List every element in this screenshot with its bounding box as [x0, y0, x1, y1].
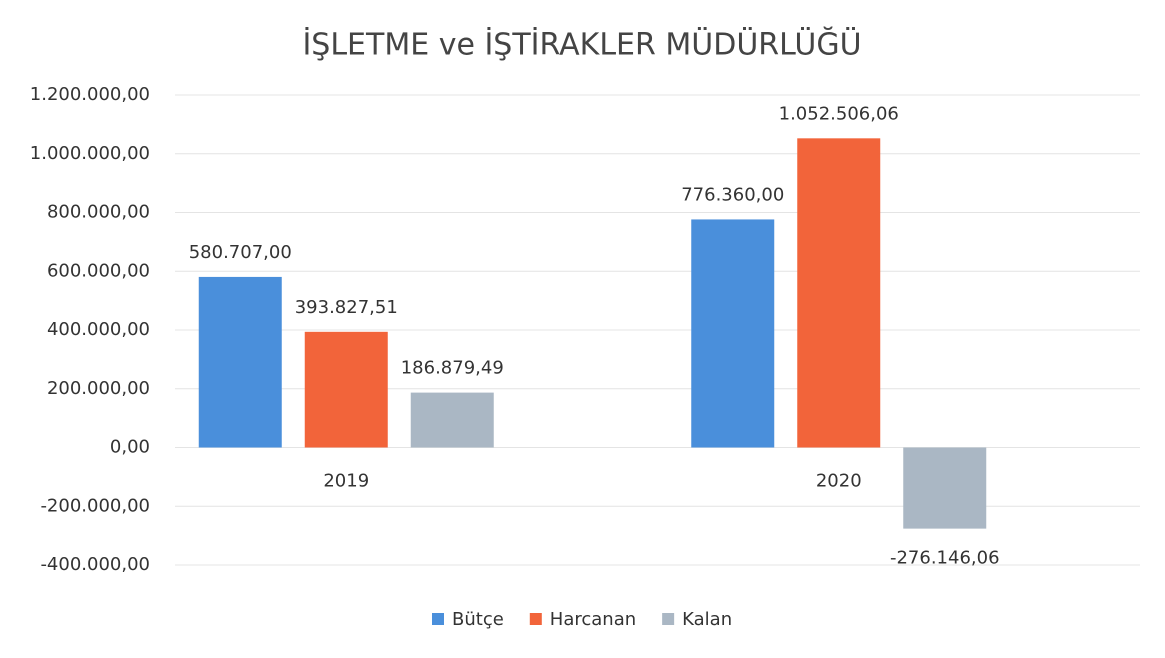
data-label: 393.827,51	[295, 297, 398, 318]
legend-swatch	[529, 613, 542, 625]
bar	[903, 447, 987, 529]
y-tick-label: 600.000,00	[47, 260, 150, 281]
x-tick-label: 2020	[816, 471, 862, 492]
chart-title: İŞLETME ve İŞTİRAKLER MÜDÜRLÜĞÜ	[302, 26, 861, 63]
y-tick-label: 200.000,00	[47, 378, 150, 399]
data-label: 580.707,00	[189, 242, 292, 263]
y-tick-label: 400.000,00	[47, 319, 150, 340]
legend-label: Kalan	[682, 609, 732, 630]
data-label: 186.879,49	[401, 358, 504, 379]
bar	[198, 276, 282, 448]
legend-swatch	[662, 613, 675, 625]
y-tick-label: -200.000,00	[40, 495, 150, 516]
data-label: 1.052.506,06	[779, 103, 899, 124]
legend-label: Harcanan	[550, 609, 636, 630]
bar	[410, 392, 494, 448]
y-tick-label: -400.000,00	[40, 554, 150, 575]
x-tick-label: 2019	[323, 471, 369, 492]
y-tick-label: 1.000.000,00	[30, 143, 150, 164]
y-tick-label: 0,00	[110, 437, 150, 458]
data-label: 776.360,00	[681, 184, 784, 205]
data-label: -276.146,06	[890, 548, 1000, 569]
legend-label: Bütçe	[452, 609, 504, 630]
bar	[797, 138, 881, 448]
y-tick-label: 1.200.000,00	[30, 84, 150, 105]
legend-swatch	[432, 613, 444, 625]
bar	[691, 219, 775, 448]
y-tick-label: 800.000,00	[47, 202, 150, 223]
bar	[304, 331, 388, 448]
